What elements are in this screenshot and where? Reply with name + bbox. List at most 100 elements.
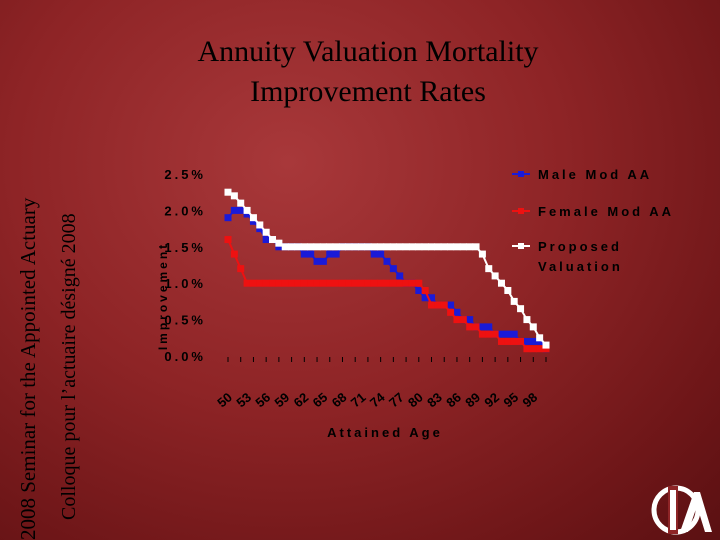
data-point (408, 243, 416, 251)
chart-series (224, 188, 550, 353)
data-point (262, 228, 270, 236)
data-point (383, 279, 391, 287)
chart-legend: Male Mod AA Female Mod AA Proposed Valuatio… (512, 167, 674, 274)
y-tick-label: 0.0% (164, 349, 206, 364)
data-point (370, 279, 378, 287)
data-point (497, 279, 505, 287)
data-point (294, 243, 302, 251)
data-point (319, 243, 327, 251)
data-point (358, 279, 366, 287)
data-point (230, 192, 238, 200)
data-point (243, 206, 251, 214)
data-point (485, 265, 493, 273)
legend-swatch (518, 171, 524, 177)
data-point (497, 330, 505, 338)
legend-label: Male Mod AA (538, 167, 652, 182)
data-point (243, 279, 251, 287)
data-point (453, 308, 461, 316)
data-point (256, 279, 264, 287)
data-point (466, 323, 474, 331)
data-point (269, 236, 277, 244)
data-point (389, 243, 397, 251)
data-point (504, 337, 512, 345)
legend-swatch (518, 208, 524, 214)
legend-label: Proposed (538, 239, 622, 254)
data-point (224, 188, 232, 196)
data-point (383, 257, 391, 265)
data-point (447, 301, 455, 309)
data-point (224, 214, 232, 222)
data-point (275, 239, 283, 247)
data-point (256, 225, 264, 233)
x-tick-label: 65 (310, 390, 331, 411)
data-point (421, 286, 429, 294)
data-point (300, 243, 308, 251)
slide-title-line2: Improvement Rates (250, 75, 486, 108)
y-axis-title: Improvement (156, 242, 170, 350)
data-point (300, 279, 308, 287)
data-point (313, 257, 321, 265)
data-point (319, 257, 327, 265)
data-point (485, 323, 493, 331)
data-point (529, 345, 537, 353)
data-point (510, 297, 518, 305)
data-point (478, 250, 486, 258)
data-point (466, 243, 474, 251)
data-point (313, 243, 321, 251)
data-point (415, 243, 423, 251)
data-point (332, 243, 340, 251)
y-tick-label: 2.0% (164, 203, 206, 218)
data-point (269, 279, 277, 287)
x-tick-label: 86 (443, 390, 464, 411)
data-point (504, 330, 512, 338)
data-point (370, 250, 378, 258)
data-point (389, 265, 397, 273)
data-point (396, 272, 404, 280)
x-axis-title: Attained Age (327, 425, 443, 440)
x-tick-label: 56 (252, 390, 273, 411)
x-tick-label: 50 (214, 390, 235, 411)
data-point (364, 279, 372, 287)
data-point (408, 279, 416, 287)
data-point (402, 243, 410, 251)
data-point (415, 286, 423, 294)
data-point (237, 206, 245, 214)
data-point (230, 206, 238, 214)
data-point (262, 236, 270, 244)
data-point (345, 243, 353, 251)
data-point (478, 323, 486, 331)
data-point (249, 279, 257, 287)
data-point (326, 279, 334, 287)
data-point (510, 337, 518, 345)
data-point (307, 243, 315, 251)
data-point (466, 316, 474, 324)
data-point (224, 236, 232, 244)
data-point (396, 279, 404, 287)
data-point (288, 279, 296, 287)
series-line (227, 191, 547, 346)
data-point (256, 221, 264, 229)
data-point (377, 250, 385, 258)
data-point (338, 243, 346, 251)
legend-label: Valuation (538, 259, 623, 274)
data-point (307, 250, 315, 258)
data-point (447, 243, 455, 251)
slide-title-line1: Annuity Valuation Mortality (197, 35, 539, 68)
data-point (459, 316, 467, 324)
legend-label: Female Mod AA (538, 204, 674, 219)
y-tick-label: 2.5% (164, 167, 206, 182)
data-point (536, 337, 544, 345)
data-point (542, 345, 550, 353)
data-point (542, 341, 550, 349)
data-point (338, 279, 346, 287)
data-point (453, 243, 461, 251)
data-point (453, 316, 461, 324)
data-point (351, 243, 359, 251)
data-point (300, 250, 308, 258)
data-point (288, 243, 296, 251)
data-point (523, 337, 531, 345)
data-point (377, 279, 385, 287)
data-point (485, 330, 493, 338)
data-point (447, 308, 455, 316)
